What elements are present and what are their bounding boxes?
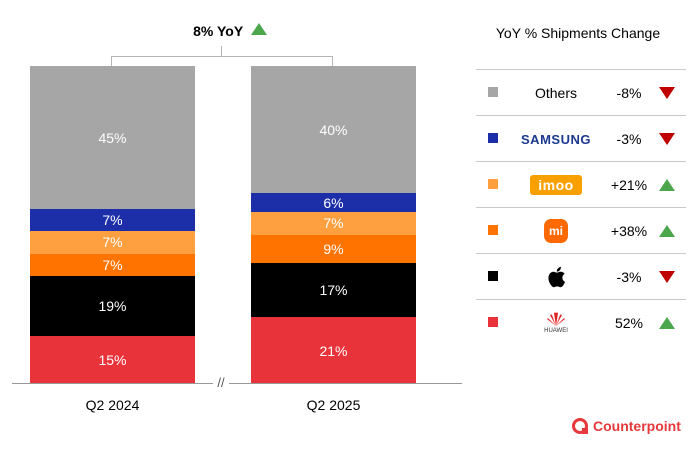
legend-row-others: Others -8% bbox=[476, 69, 686, 116]
legend-change-apple: -3% bbox=[616, 269, 642, 285]
x-axis-baseline bbox=[12, 383, 462, 384]
data-label-huawei-2: 21% bbox=[319, 342, 348, 359]
stacked-bar-chart: 8% YoY Counterpoint 15%19%7%7%7%45%21%17… bbox=[12, 23, 462, 413]
data-label-apple-2: 17% bbox=[319, 282, 348, 299]
samsung-logo: SAMSUNG bbox=[521, 131, 591, 147]
legend-row-samsung: SAMSUNG -3% bbox=[476, 115, 686, 162]
data-label-xiaomi-2: 9% bbox=[323, 240, 344, 257]
legend-row-xiaomi: mi +38% bbox=[476, 207, 686, 254]
yoy-bracket-stem bbox=[221, 46, 222, 56]
data-label-others-1: 45% bbox=[98, 129, 127, 146]
bar-segment-apple-2 bbox=[251, 263, 416, 318]
legend-change-others: -8% bbox=[616, 85, 642, 101]
legend-title: YoY % Shipments Change bbox=[495, 25, 661, 41]
bar-segment-samsung-1 bbox=[30, 209, 195, 232]
data-label-huawei-1: 15% bbox=[98, 352, 127, 369]
up-arrow-icon bbox=[250, 23, 267, 35]
data-label-imoo-1: 7% bbox=[102, 234, 123, 251]
bar-segment-others-1 bbox=[30, 66, 195, 210]
down-arrow-icon bbox=[659, 87, 675, 99]
yoy-bracket bbox=[111, 56, 333, 67]
data-label-imoo-2: 7% bbox=[323, 215, 344, 232]
xiaomi-logo: mi bbox=[506, 208, 606, 254]
counterpoint-logo: Counterpoint bbox=[572, 418, 681, 434]
down-arrow-icon bbox=[659, 133, 675, 145]
huawei-logo: HUAWEI bbox=[506, 300, 606, 346]
data-label-others-2: 40% bbox=[319, 121, 348, 138]
legend-label-others: Others bbox=[534, 85, 577, 101]
legend-swatch-samsung bbox=[488, 133, 498, 143]
legend-swatch-imoo bbox=[488, 179, 498, 189]
bar-segment-samsung-2 bbox=[251, 193, 416, 213]
yoy-annotation: 8% YoY bbox=[150, 23, 310, 39]
legend-row-huawei: HUAWEI 52% bbox=[476, 299, 686, 346]
apple-logo-icon bbox=[506, 254, 606, 300]
bar-segment-others-2 bbox=[251, 66, 416, 194]
legend-row-apple: -3% bbox=[476, 253, 686, 300]
legend-change-huawei: 52% bbox=[614, 315, 644, 331]
bar-segment-apple-1 bbox=[30, 275, 195, 337]
bar-segment-huawei-1 bbox=[30, 336, 195, 384]
bar-segment-huawei-2 bbox=[251, 317, 416, 384]
bar-segment-imoo-2 bbox=[251, 212, 416, 235]
legend-change-samsung: -3% bbox=[616, 131, 642, 147]
legend-swatch-huawei bbox=[488, 317, 498, 327]
up-arrow-icon bbox=[659, 225, 675, 237]
bar-segment-xiaomi-1 bbox=[30, 253, 195, 276]
legend-change-xiaomi: +38% bbox=[610, 223, 648, 239]
data-label-apple-1: 19% bbox=[98, 298, 127, 315]
legend-row-imoo: imoo +21% bbox=[476, 161, 686, 208]
x-tick-label-2: Q2 2025 bbox=[306, 397, 361, 413]
bar-segment-xiaomi-2 bbox=[251, 234, 416, 264]
x-tick-label-1: Q2 2024 bbox=[85, 397, 140, 413]
up-arrow-icon bbox=[659, 179, 675, 191]
down-arrow-icon bbox=[659, 271, 675, 283]
legend-change-imoo: +21% bbox=[610, 177, 648, 193]
legend-swatch-xiaomi bbox=[488, 225, 498, 235]
yoy-annotation-text: 8% YoY bbox=[193, 23, 243, 39]
counterpoint-logo-text: Counterpoint bbox=[593, 418, 681, 434]
data-label-xiaomi-1: 7% bbox=[102, 256, 123, 273]
data-label-samsung-1: 7% bbox=[102, 212, 123, 229]
up-arrow-icon bbox=[659, 317, 675, 329]
data-label-samsung-2: 6% bbox=[323, 194, 344, 211]
imoo-logo: imoo bbox=[506, 162, 606, 208]
legend-swatch-apple bbox=[488, 271, 498, 281]
bar-segment-imoo-1 bbox=[30, 231, 195, 254]
legend-swatch-others bbox=[488, 87, 498, 97]
axis-break-icon: // bbox=[213, 375, 229, 391]
counterpoint-logo-icon bbox=[572, 418, 588, 434]
